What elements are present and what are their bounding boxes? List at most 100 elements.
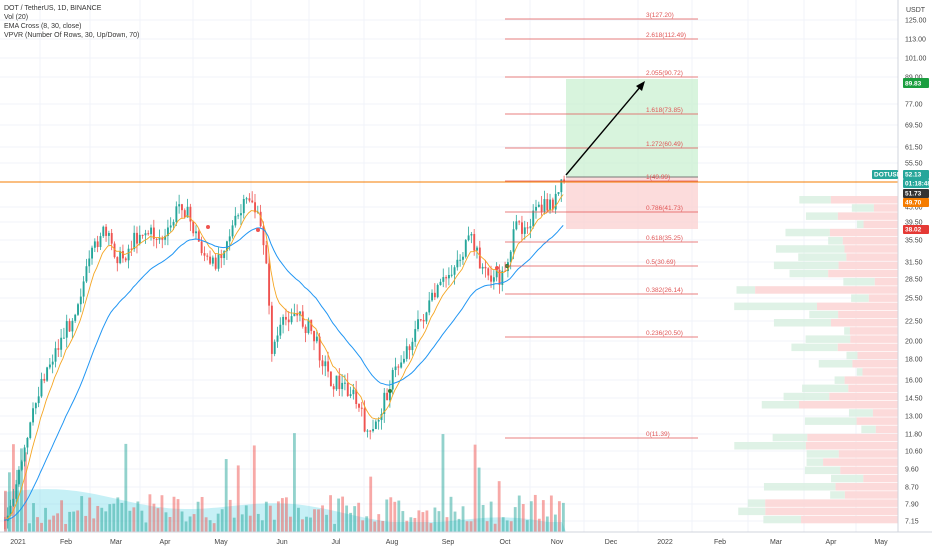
- volume-bar: [349, 512, 353, 532]
- candle-body: [34, 403, 37, 409]
- candle-body: [144, 233, 147, 236]
- vpvr-down-row: [755, 286, 898, 294]
- volume-bar: [301, 519, 304, 532]
- volume-bar: [449, 496, 453, 532]
- volume-bar: [353, 506, 357, 532]
- candle-body: [71, 320, 74, 332]
- volume-bar: [176, 499, 180, 532]
- price-tick-label: 9.60: [905, 467, 919, 474]
- candle-body: [501, 270, 504, 285]
- indicator-vpvr[interactable]: VPVR (Number Of Rows, 30, Up/Down, 70): [4, 32, 140, 39]
- volume-bar: [256, 513, 260, 532]
- vpvr-down-row: [844, 491, 898, 499]
- volume-bar: [48, 519, 51, 532]
- candle-body: [422, 319, 425, 322]
- time-axis[interactable]: 2021 Feb Mar Apr May Jun Jul Aug Sep Oct Nov Dec 202…: [0, 531, 932, 546]
- candle-body: [273, 341, 276, 354]
- price-tick-label: 69.50: [905, 123, 923, 130]
- candle-body: [509, 251, 512, 263]
- volume-bar: [244, 505, 248, 532]
- candle-body: [93, 241, 96, 248]
- ema-cross-marker: [256, 228, 260, 232]
- vpvr-down-row: [829, 392, 898, 401]
- volume-bar: [232, 517, 236, 532]
- volume-bar: [268, 505, 272, 532]
- candle-body: [470, 234, 473, 236]
- candle-body: [464, 240, 467, 257]
- indicator-ema-cross[interactable]: EMA Cross (8, 30, close): [4, 23, 82, 30]
- candle-body: [327, 361, 330, 372]
- candle-body: [18, 469, 20, 485]
- volume-bar: [409, 517, 413, 532]
- vpvr-up-row: [834, 376, 845, 384]
- time-tick-label: Dec: [605, 539, 618, 546]
- price-axis[interactable]: USDT125.00113.00101.0089.0077.0069.5061.…: [897, 0, 932, 550]
- vpvr-up-row: [804, 417, 857, 425]
- candle-body: [363, 408, 366, 432]
- vpvr-down-row: [850, 335, 898, 343]
- candle-body: [54, 348, 57, 362]
- volume-bar: [200, 496, 204, 532]
- target-arrow: [565, 85, 642, 176]
- candle-body: [377, 420, 380, 422]
- candle-body: [301, 311, 304, 327]
- symbol-title[interactable]: DOT / TetherUS, 1D, BINANCE: [4, 5, 102, 12]
- time-tick-label: Oct: [500, 539, 511, 546]
- candle-body: [158, 237, 161, 240]
- candle-body: [217, 254, 220, 269]
- vpvr-down-row: [846, 253, 898, 261]
- price-tick-label: 28.50: [905, 277, 923, 284]
- indicator-volume[interactable]: Vol (20): [4, 14, 29, 21]
- volume-bar: [485, 521, 489, 532]
- volume-bar: [276, 501, 280, 532]
- volume-bar: [184, 521, 188, 532]
- time-tick-label: May: [874, 539, 888, 546]
- price-tick-label: 18.00: [905, 357, 923, 364]
- vpvr-up-row: [783, 392, 830, 401]
- volume-bar: [108, 504, 112, 532]
- candle-body: [394, 366, 397, 371]
- volume-bar: [72, 511, 76, 532]
- volume-bar: [272, 519, 276, 532]
- volume-bar: [429, 523, 433, 532]
- volume-bar: [461, 506, 465, 532]
- candle-body: [341, 382, 344, 390]
- volume-bar: [529, 501, 533, 532]
- volume-bar: [377, 514, 381, 532]
- volume-bar: [345, 505, 349, 532]
- volume-bar: [469, 521, 473, 532]
- candle-body: [186, 206, 189, 218]
- candle-body: [554, 193, 557, 210]
- vpvr-down-row: [844, 376, 898, 384]
- volume-bar: [473, 444, 477, 532]
- candle-body: [439, 281, 442, 286]
- volume-bar: [124, 443, 128, 532]
- volume-bar: [240, 514, 244, 532]
- volume-bar: [509, 521, 513, 532]
- volume-bar: [369, 476, 373, 532]
- volume-bar: [144, 522, 148, 532]
- volume-bar: [477, 467, 481, 532]
- vpvr-up-row: [804, 466, 841, 475]
- candle-body: [442, 277, 445, 282]
- candle-body: [408, 346, 411, 351]
- arrow-head: [636, 81, 645, 91]
- volume-bar: [56, 513, 59, 532]
- stop-tag: 38.02: [905, 227, 922, 234]
- time-tick-label: Aug: [386, 539, 399, 546]
- vpvr-up-row: [773, 319, 831, 327]
- vpvr-up-row: [734, 442, 806, 450]
- candle-body: [4, 520, 6, 522]
- volume-bar: [80, 496, 84, 532]
- candle-body: [296, 313, 299, 316]
- volume-bar: [505, 520, 509, 532]
- price-tick-label: 7.90: [905, 502, 919, 509]
- candle-body: [445, 277, 448, 279]
- volume-bar: [337, 498, 340, 532]
- candle-body: [9, 505, 12, 516]
- volume-bar: [64, 523, 68, 532]
- candle-body: [450, 274, 453, 276]
- candle-body: [459, 259, 462, 261]
- candle-body: [12, 498, 15, 506]
